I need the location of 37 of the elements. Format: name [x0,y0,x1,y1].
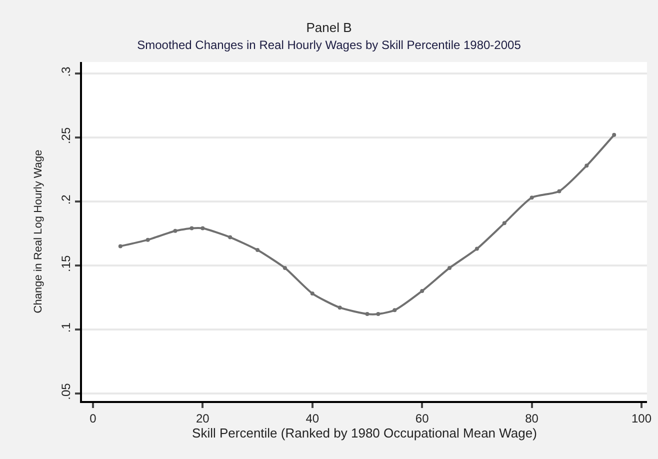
point [584,164,589,168]
x-tick-label: 20 [196,411,210,426]
point [200,226,205,230]
y-tick-label: .2 [59,194,74,205]
y-tick-label: .3 [59,66,74,77]
y-tick-label: .25 [59,127,74,144]
chart-subtitle: Smoothed Changes in Real Hourly Wages by Skill Percentile 1980-2005 [137,38,522,52]
point [392,308,397,312]
point [256,248,260,252]
x-tick-label: 80 [525,411,539,426]
point [282,266,287,270]
point [376,312,380,316]
point [502,221,506,226]
point [365,312,370,316]
point [118,244,122,248]
x-tick-label: 0 [90,411,97,426]
y-axis-title: Change in Real Log Hourly Wage [32,150,44,314]
x-axis-title: Skill Percentile (Ranked by 1980 Occupational Mean Wage) [192,426,537,440]
y-tick-label: .05 [59,382,74,400]
y-tick-label: .15 [59,254,74,272]
x-tick-label: 100 [631,411,652,426]
x-tick-label: 40 [306,411,320,426]
point [448,266,452,270]
chart-title: Panel B [306,20,352,36]
point [228,235,232,240]
point [474,246,479,251]
point [557,189,562,194]
point [146,238,150,242]
point [173,228,178,233]
point [530,196,534,200]
point [420,288,424,293]
point [310,292,314,296]
x-tick-label: 60 [415,411,430,426]
point [612,132,616,137]
y-tick-label: .1 [59,322,74,333]
point [338,306,342,310]
point [190,226,194,230]
